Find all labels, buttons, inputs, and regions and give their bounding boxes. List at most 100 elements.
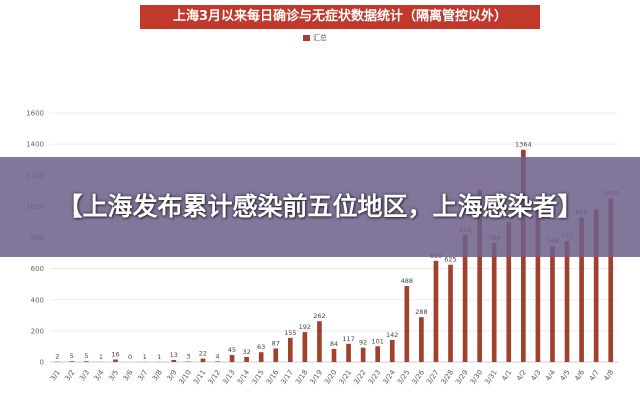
- data-label: 1364: [515, 141, 532, 149]
- data-label: 92: [359, 339, 367, 347]
- x-tick-label: 3/6: [122, 368, 135, 382]
- bar: [579, 217, 584, 362]
- x-tick-label: 3/5: [107, 369, 120, 383]
- bar: [360, 347, 366, 362]
- data-label: 5: [84, 352, 88, 360]
- x-tick-label: 3/3: [78, 369, 91, 383]
- legend-label: 汇总: [313, 34, 327, 42]
- data-label: 3: [186, 353, 190, 361]
- bar: [331, 348, 337, 362]
- bar: [593, 209, 599, 362]
- data-label: 32: [242, 348, 250, 356]
- data-label: 262: [313, 312, 325, 320]
- x-tick-label: 3/2: [63, 369, 76, 383]
- bar: [404, 286, 410, 362]
- bar: [462, 235, 468, 362]
- x-tick-label: 4/8: [602, 369, 615, 383]
- x-tick-label: 3/22: [352, 369, 368, 386]
- x-tick-label: 3/15: [250, 369, 266, 386]
- x-tick-label: 3/29: [454, 369, 470, 386]
- x-tick-label: 3/20: [323, 369, 339, 386]
- data-label: 117: [342, 335, 354, 343]
- x-tick-label: 3/30: [469, 369, 485, 386]
- data-label: 1: [157, 353, 161, 361]
- y-tick-label: 0: [40, 359, 44, 367]
- y-tick-label: 1400: [26, 141, 44, 149]
- data-label: 1: [143, 353, 147, 361]
- data-label: 2: [55, 353, 59, 361]
- bar: [433, 260, 439, 362]
- bar: [258, 352, 264, 362]
- bar: [229, 354, 235, 362]
- bar: [244, 357, 249, 362]
- bar: [113, 359, 118, 362]
- data-label: 5: [70, 352, 74, 360]
- x-tick-label: 3/10: [177, 369, 193, 386]
- x-tick-label: 4/2: [515, 369, 528, 383]
- x-tick-label: 4/5: [559, 369, 572, 383]
- x-tick-label: 3/12: [207, 369, 223, 386]
- bar: [608, 198, 614, 362]
- x-tick-label: 4/3: [530, 369, 543, 383]
- data-label: 101: [371, 337, 383, 345]
- y-tick-label: 200: [31, 327, 44, 335]
- bar: [171, 359, 177, 362]
- data-label: 142: [386, 331, 398, 339]
- y-tick-label: 400: [31, 296, 44, 304]
- data-label: 63: [257, 343, 265, 351]
- bar: [564, 241, 570, 362]
- bar: [84, 361, 89, 362]
- x-tick-label: 3/16: [265, 368, 281, 386]
- bar: [389, 339, 395, 362]
- x-tick-label: 3/21: [338, 369, 354, 386]
- bar: [200, 358, 206, 362]
- data-label: 4: [215, 352, 219, 360]
- x-tick-label: 3/18: [294, 369, 310, 386]
- x-tick-label: 4/7: [588, 369, 601, 383]
- x-tick-label: 3/1: [49, 369, 62, 383]
- data-label: 192: [299, 323, 311, 331]
- data-label: 625: [444, 256, 456, 264]
- data-label: 45: [228, 346, 236, 354]
- data-label: 84: [330, 340, 338, 348]
- x-tick-label: 3/14: [236, 368, 252, 386]
- x-tick-label: 4/4: [544, 368, 557, 382]
- data-label: 488: [401, 277, 413, 285]
- data-label: 155: [284, 329, 296, 337]
- bar: [506, 222, 512, 362]
- x-tick-label: 4/6: [573, 368, 586, 382]
- bar: [302, 332, 308, 362]
- headline-text: 【上海发布累计感染前五位地区，上海感染者】: [57, 192, 583, 221]
- data-label: 1: [99, 353, 103, 361]
- bar: [448, 264, 453, 362]
- bar: [273, 348, 279, 362]
- headline-banner: 【上海发布累计感染前五位地区，上海感染者】: [0, 157, 640, 257]
- bar: [535, 206, 541, 362]
- x-tick-label: 3/19: [308, 369, 324, 386]
- x-tick-label: 3/7: [136, 369, 149, 383]
- x-tick-label: 3/9: [165, 369, 178, 383]
- data-label: 87: [272, 339, 280, 347]
- data-label: 0: [128, 353, 132, 361]
- bar: [375, 346, 381, 362]
- bar: [346, 343, 351, 362]
- bar: [287, 337, 293, 362]
- chart-title: 上海3月以来每日确诊与无症状数据统计（隔离管控以外）: [140, 5, 540, 29]
- bar: [419, 317, 424, 362]
- x-tick-label: 3/11: [192, 369, 208, 386]
- y-tick-label: 1600: [26, 110, 44, 118]
- x-tick-label: 3/23: [367, 369, 383, 386]
- x-tick-label: 4/1: [500, 369, 513, 383]
- data-label: 288: [415, 308, 427, 316]
- x-tick-label: 3/13: [221, 369, 237, 386]
- x-tick-label: 3/4: [93, 368, 106, 382]
- x-tick-label: 3/28: [440, 369, 456, 386]
- x-tick-label: 3/25: [396, 369, 412, 386]
- chart-legend: 汇总: [303, 33, 327, 43]
- x-tick-label: 3/17: [279, 369, 295, 386]
- bar: [477, 189, 482, 362]
- x-tick-label: 3/8: [151, 369, 164, 383]
- x-tick-label: 3/27: [425, 369, 441, 386]
- x-tick-label: 3/24: [381, 368, 397, 386]
- x-tick-label: 3/31: [483, 369, 499, 386]
